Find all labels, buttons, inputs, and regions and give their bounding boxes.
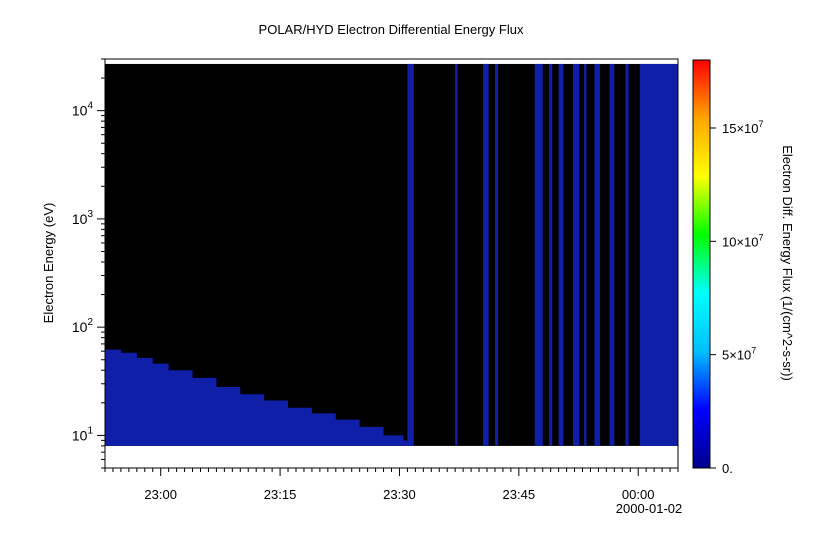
plot-area — [105, 59, 678, 468]
flux-band — [584, 63, 587, 446]
flux-band — [572, 63, 580, 446]
flux-band — [625, 63, 629, 446]
y-axis: 101 102 103 104 — [72, 58, 105, 469]
colorbar: 0. 5×107 10×107 15×107 — [692, 59, 764, 476]
colorbar-label: Electron Diff. Energy Flux (1/(cm^2-s-sr… — [780, 145, 795, 381]
flux-band — [494, 63, 499, 446]
flux-bands — [407, 63, 678, 446]
y-tick-label: 101 — [72, 425, 94, 443]
x-tick-label: 23:30 — [383, 487, 416, 502]
colorbar-tick-label: 5×107 — [722, 346, 756, 363]
flux-band — [639, 63, 678, 446]
x-tick-label: 23:00 — [144, 487, 177, 502]
colorbar-ticks: 0. 5×107 10×107 15×107 — [710, 119, 764, 476]
y-axis-label: Electron Energy (eV) — [41, 203, 56, 324]
x-axis-date-label: 2000-01-02 — [616, 501, 683, 516]
x-axis: 23:00 23:15 23:30 23:45 00:00 — [104, 468, 679, 502]
chart-title: POLAR/HYD Electron Differential Energy F… — [259, 22, 524, 37]
y-tick-label: 104 — [72, 101, 94, 119]
colorbar-tick-label: 15×107 — [722, 119, 764, 136]
flux-band — [609, 63, 615, 446]
colorbar-gradient — [692, 59, 711, 469]
x-tick-label: 00:00 — [622, 487, 655, 502]
y-tick-label: 103 — [72, 209, 94, 227]
flux-band — [594, 63, 601, 446]
flux-band — [534, 63, 543, 446]
flux-band — [483, 63, 489, 446]
y-tick-label: 102 — [72, 317, 94, 335]
flux-band — [407, 63, 414, 446]
flux-band — [455, 63, 458, 446]
colorbar-tick-label: 10×107 — [722, 232, 764, 249]
x-tick-label: 23:45 — [503, 487, 536, 502]
flux-band — [558, 63, 564, 446]
low-energy-flux-region — [105, 349, 408, 446]
flux-band — [549, 63, 553, 446]
x-tick-label: 23:15 — [264, 487, 297, 502]
colorbar-tick-label: 0. — [722, 461, 733, 476]
low-energy-flux — [105, 349, 408, 446]
